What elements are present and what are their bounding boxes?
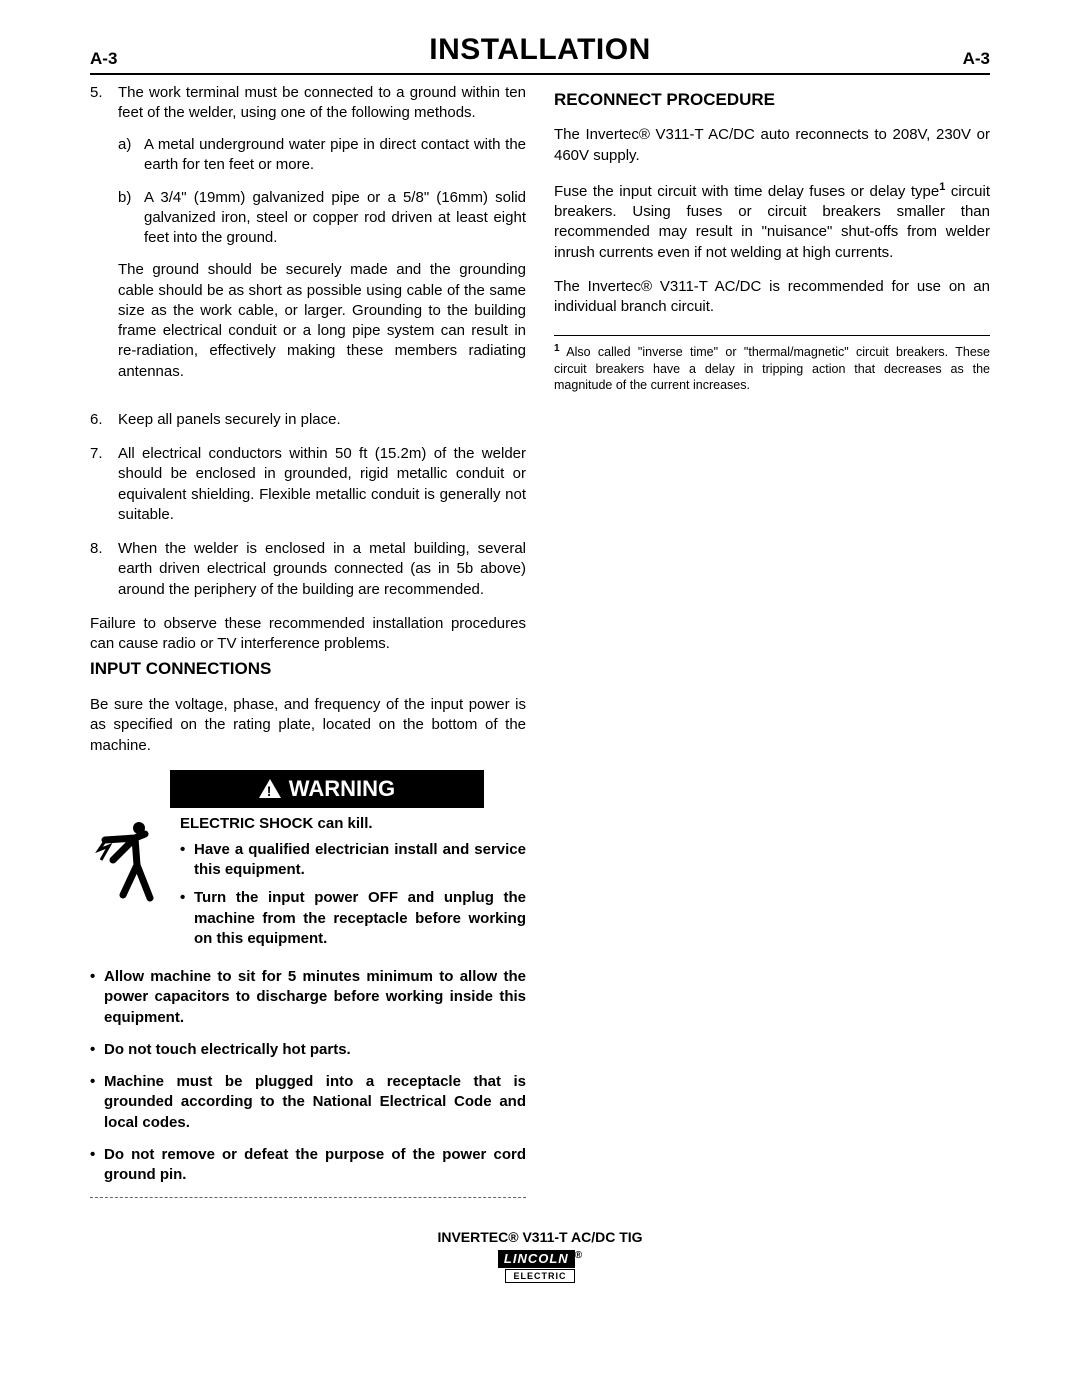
page-number-left: A-3 — [90, 48, 117, 71]
warning-bullet: •Machine must be plugged into a receptac… — [90, 1072, 526, 1133]
bullet-text: Have a qualified electrician install and… — [194, 840, 526, 881]
bullet-text: Do not touch electrically hot parts. — [104, 1040, 351, 1060]
warning-banner: WARNING — [170, 770, 484, 808]
item-number: 5. — [90, 83, 118, 396]
warning-bullets-top: •Have a qualified electrician install an… — [180, 840, 526, 949]
sub-text: A metal underground water pipe in direct… — [144, 135, 526, 176]
followup-paragraph: The ground should be securely made and t… — [118, 260, 526, 382]
dashed-separator — [90, 1197, 526, 1198]
page-title: INSTALLATION — [429, 30, 651, 71]
item-number: 7. — [90, 444, 118, 525]
item-number: 8. — [90, 539, 118, 600]
alpha-list: a) A metal underground water pipe in dir… — [118, 135, 526, 248]
item-number: 6. — [90, 410, 118, 430]
item-text: Keep all panels securely in place. — [118, 410, 526, 430]
list-item-6: 6. Keep all panels securely in place. — [90, 410, 526, 430]
logo-registered-icon: ® — [575, 1250, 582, 1261]
footnote-separator — [554, 335, 990, 336]
item-text: The work terminal must be connected to a… — [118, 84, 526, 121]
warning-bullet: •Allow machine to sit for 5 minutes mini… — [90, 967, 526, 1028]
numbered-list: 5. The work terminal must be connected t… — [90, 83, 526, 600]
warning-bullets-bottom: •Allow machine to sit for 5 minutes mini… — [90, 967, 526, 1185]
page-number-right: A-3 — [963, 48, 990, 71]
page-header: A-3 INSTALLATION A-3 — [90, 30, 990, 75]
sub-item-b: b) A 3/4" (19mm) galvanized pipe or a 5/… — [118, 188, 526, 249]
footnote-number: 1 — [554, 343, 566, 354]
sub-text: A 3/4" (19mm) galvanized pipe or a 5/8" … — [144, 188, 526, 249]
content-columns: 5. The work terminal must be connected t… — [90, 83, 990, 1199]
reconnect-p2: Fuse the input circuit with time delay f… — [554, 180, 990, 263]
right-column: RECONNECT PROCEDURE The Invertec® V311-T… — [554, 83, 990, 1199]
list-item-8: 8. When the welder is enclosed in a meta… — [90, 539, 526, 600]
item-text: All electrical conductors within 50 ft (… — [118, 444, 526, 525]
warning-bullet: •Do not remove or defeat the purpose of … — [90, 1145, 526, 1186]
p2-part-a: Fuse the input circuit with time delay f… — [554, 183, 939, 200]
failure-paragraph: Failure to observe these recommended ins… — [90, 614, 526, 655]
lincoln-logo: LINCOLN® ELECTRIC — [498, 1249, 582, 1283]
footer-model: INVERTEC® V311-T AC/DC TIG — [90, 1228, 990, 1247]
sub-label: a) — [118, 135, 144, 176]
warning-bullet: •Turn the input power OFF and unplug the… — [180, 888, 526, 949]
reconnect-p3: The Invertec® V311-T AC/DC is recommende… — [554, 277, 990, 318]
electric-shock-icon — [90, 814, 170, 958]
left-column: 5. The work terminal must be connected t… — [90, 83, 526, 1199]
list-item-5: 5. The work terminal must be connected t… — [90, 83, 526, 396]
input-paragraph: Be sure the voltage, phase, and frequenc… — [90, 695, 526, 756]
logo-brand: LINCOLN — [498, 1250, 575, 1268]
bullet-text: Machine must be plugged into a receptacl… — [104, 1072, 526, 1133]
warning-bullet: •Do not touch electrically hot parts. — [90, 1040, 526, 1060]
reconnect-p1: The Invertec® V311-T AC/DC auto reconnec… — [554, 125, 990, 166]
logo-subbrand: ELECTRIC — [505, 1269, 575, 1283]
item-text: When the welder is enclosed in a metal b… — [118, 539, 526, 600]
warning-title: ELECTRIC SHOCK can kill. — [180, 814, 526, 834]
item-body: The work terminal must be connected to a… — [118, 83, 526, 396]
footnote-1: 1 Also called "inverse time" or "thermal… — [554, 342, 990, 393]
warning-top-block: ELECTRIC SHOCK can kill. •Have a qualifi… — [90, 814, 526, 958]
reconnect-heading: RECONNECT PROCEDURE — [554, 89, 990, 112]
bullet-text: Turn the input power OFF and unplug the … — [194, 888, 526, 949]
footnote-text: Also called "inverse time" or "thermal/m… — [554, 346, 990, 393]
warning-top-text: ELECTRIC SHOCK can kill. •Have a qualifi… — [180, 814, 526, 958]
bullet-text: Do not remove or defeat the purpose of t… — [104, 1145, 526, 1186]
warning-label: WARNING — [289, 774, 395, 804]
warning-bullet: •Have a qualified electrician install an… — [180, 840, 526, 881]
bullet-text: Allow machine to sit for 5 minutes minim… — [104, 967, 526, 1028]
page-footer: INVERTEC® V311-T AC/DC TIG LINCOLN® ELEC… — [90, 1228, 990, 1284]
sub-item-a: a) A metal underground water pipe in dir… — [118, 135, 526, 176]
list-item-7: 7. All electrical conductors within 50 f… — [90, 444, 526, 525]
sub-label: b) — [118, 188, 144, 249]
warning-triangle-icon — [259, 779, 281, 798]
input-connections-heading: INPUT CONNECTIONS — [90, 658, 526, 681]
